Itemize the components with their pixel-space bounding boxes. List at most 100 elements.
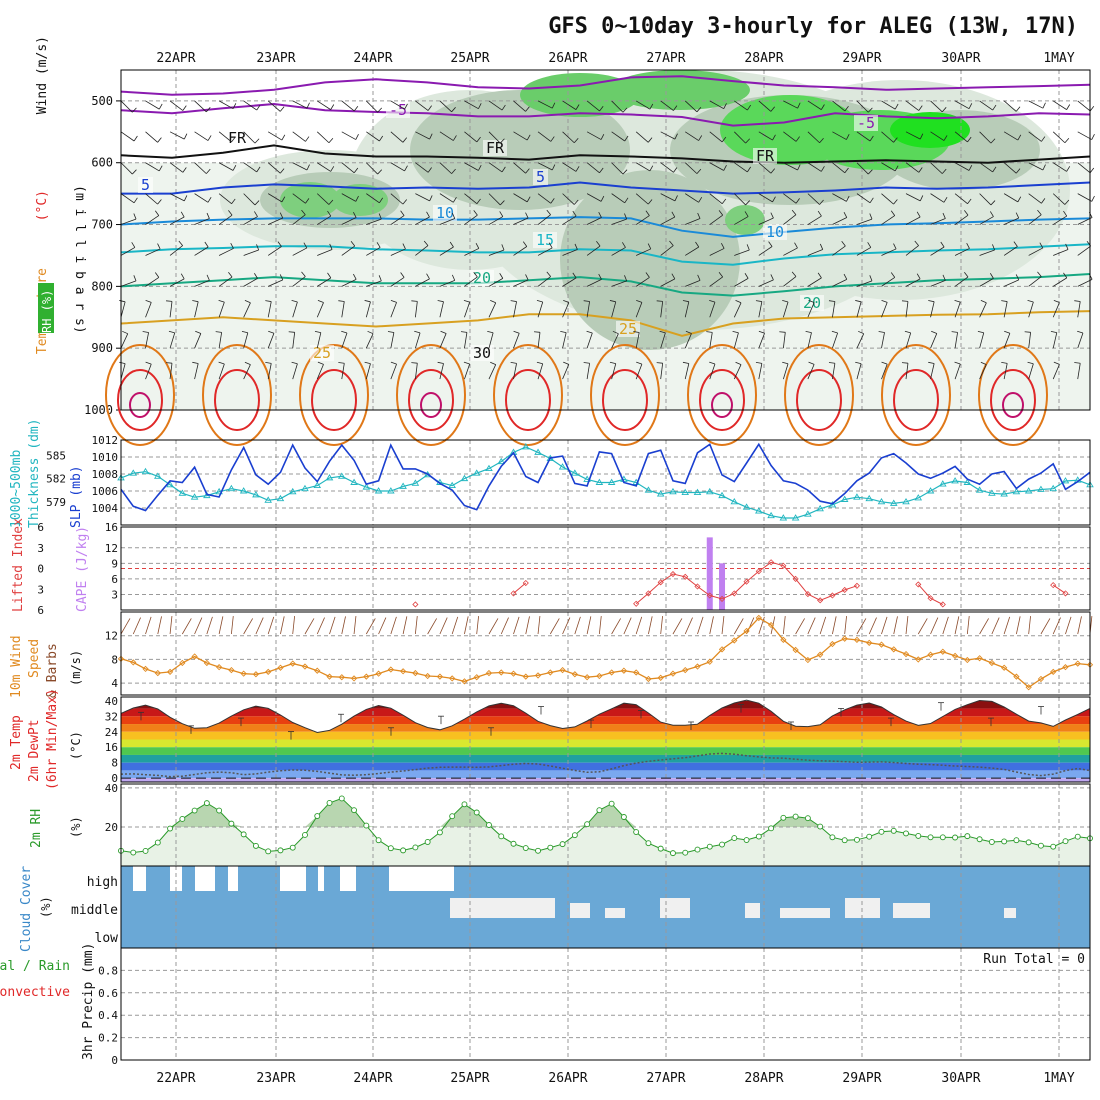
wind-barb-flag xyxy=(901,300,908,302)
wind-barb xyxy=(856,218,873,225)
wind-speed-point xyxy=(473,674,480,681)
rh-shading-group xyxy=(121,70,1090,410)
cloud-clear-high xyxy=(389,866,454,891)
rh-point xyxy=(130,849,137,856)
wind-speed-point xyxy=(228,666,235,674)
wind-barb-flag xyxy=(281,134,286,141)
wind-tick-label: 12 xyxy=(105,630,118,643)
wind-barb xyxy=(439,131,454,141)
rh-point xyxy=(670,850,676,857)
li-tick-label: 3 xyxy=(37,583,44,596)
surface-wind-barb xyxy=(549,618,560,635)
wind-barb-flag xyxy=(228,210,233,216)
wind-barb-flag xyxy=(682,361,689,364)
rh-point xyxy=(804,815,811,822)
wind-barb-flag xyxy=(931,330,937,334)
wind-barb xyxy=(414,363,418,380)
wind-barb xyxy=(169,131,185,140)
cloud-clear-high xyxy=(318,866,324,891)
wind-barb xyxy=(758,279,774,287)
rh-point xyxy=(473,809,480,816)
wind-barb-flag xyxy=(440,330,447,334)
wind-barb xyxy=(734,162,748,173)
wind-barb-flag xyxy=(1091,134,1095,140)
wind-barb xyxy=(979,193,992,206)
wind-barb xyxy=(881,162,896,172)
wind-barb xyxy=(268,279,283,287)
wind-barb xyxy=(194,279,210,287)
wind-barb-flag xyxy=(1004,330,1011,334)
wind-barb-flag xyxy=(301,209,306,215)
wind-barb-flag xyxy=(685,330,692,334)
wind-barb-flag xyxy=(858,330,864,335)
wind-barb xyxy=(635,193,649,205)
wind-barb-flag xyxy=(338,300,345,302)
wind-barb-flag xyxy=(525,168,530,174)
wind-speed-point xyxy=(301,663,309,670)
wind-barb-flag xyxy=(893,243,897,250)
wind-speed-point xyxy=(534,672,542,679)
wind-barb xyxy=(488,332,494,349)
wind-barb-flag xyxy=(1063,210,1068,217)
surface-wind-barb xyxy=(194,617,203,635)
wind-barb-flag xyxy=(928,361,935,364)
surface-wind-barb xyxy=(292,616,296,635)
precip-tick-label: 0.6 xyxy=(98,987,118,1000)
rh-point xyxy=(387,845,394,852)
precip-tick-label: 0 xyxy=(111,1054,118,1067)
thickness-point xyxy=(681,488,690,495)
wind-barb xyxy=(1028,131,1042,142)
li-point xyxy=(853,582,861,589)
wind-barb-flag xyxy=(989,273,994,279)
slp-tick-label: 1006 xyxy=(92,485,119,498)
wind-barb-flag xyxy=(624,275,628,282)
wind-barb-flag xyxy=(954,361,961,365)
rh-point xyxy=(719,841,725,848)
wind-barb-flag xyxy=(231,198,236,204)
thickness-point xyxy=(276,494,285,502)
thickness-point xyxy=(558,463,567,470)
rh-legend-swatch xyxy=(38,283,54,333)
wind-barb-flag xyxy=(473,271,478,278)
wind-barb-flag xyxy=(819,243,824,250)
wind-barb-flag xyxy=(501,166,506,173)
wind-barb xyxy=(930,100,943,113)
wind-barb-flag xyxy=(182,167,187,173)
wind-barb xyxy=(783,247,798,256)
wind-barb xyxy=(734,249,750,256)
temp-band xyxy=(121,731,1090,740)
wind-barb xyxy=(905,332,912,349)
wind-barb-flag xyxy=(697,212,701,219)
wind-speed-point xyxy=(780,636,787,644)
wind-barb xyxy=(635,302,643,318)
wind-barb xyxy=(317,277,332,287)
rh-point xyxy=(486,822,492,828)
wind-barb-flag xyxy=(157,199,162,205)
surface-wind-barb xyxy=(206,616,213,635)
rh-point xyxy=(535,847,541,854)
wind-barb-flag xyxy=(145,299,152,303)
wind-speed-point xyxy=(792,646,799,654)
wind-barb-flag xyxy=(942,212,946,219)
wind-barb xyxy=(194,162,207,174)
wind-barb xyxy=(243,278,258,287)
wind-barb xyxy=(316,131,330,144)
wind-barb xyxy=(488,100,503,111)
wind-barb xyxy=(881,193,894,205)
surface-wind-barb xyxy=(782,616,786,635)
surface-wind-barb xyxy=(684,617,693,635)
wind-barb-flag xyxy=(817,272,822,279)
rh-point xyxy=(142,848,149,854)
isotherm-35-loop xyxy=(214,369,260,431)
wind-barb xyxy=(856,333,865,349)
wind-barb-flag xyxy=(563,299,569,303)
wind-barb-flag xyxy=(1089,105,1095,112)
wind-barb xyxy=(954,162,970,171)
wind-barb xyxy=(905,193,921,202)
wind-barb-flag xyxy=(402,137,408,143)
wind-barb xyxy=(954,100,970,110)
wind-barb xyxy=(807,193,820,205)
wind-barb-flag xyxy=(755,300,762,302)
thickness-point xyxy=(337,472,346,479)
wind-barb-flag xyxy=(437,361,444,364)
